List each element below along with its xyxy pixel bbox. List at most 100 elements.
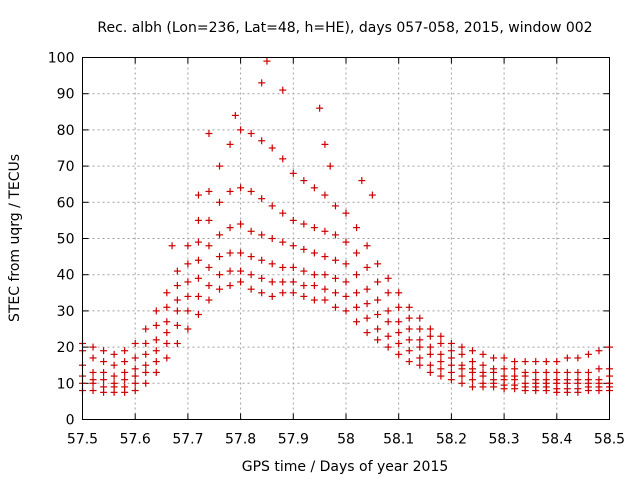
data-point bbox=[300, 177, 308, 185]
data-point bbox=[89, 368, 97, 376]
data-point bbox=[194, 191, 202, 199]
data-point bbox=[310, 184, 318, 192]
data-point bbox=[300, 282, 308, 290]
data-point bbox=[468, 365, 476, 373]
data-point bbox=[205, 242, 213, 250]
data-point bbox=[595, 365, 603, 373]
y-tick-label: 70 bbox=[57, 159, 75, 175]
data-point bbox=[458, 350, 466, 358]
data-point bbox=[163, 339, 171, 347]
data-point bbox=[363, 242, 371, 250]
data-point bbox=[353, 289, 361, 297]
data-point bbox=[468, 358, 476, 366]
data-point bbox=[279, 86, 287, 94]
data-point bbox=[121, 347, 129, 355]
data-point bbox=[384, 343, 392, 351]
data-point bbox=[131, 365, 139, 373]
data-point bbox=[163, 303, 171, 311]
data-point bbox=[437, 332, 445, 340]
data-point bbox=[289, 216, 297, 224]
data-point bbox=[216, 231, 224, 239]
data-point bbox=[358, 177, 366, 185]
data-point bbox=[205, 263, 213, 271]
y-tick-label: 60 bbox=[57, 195, 75, 211]
data-point bbox=[184, 260, 192, 268]
data-point bbox=[416, 354, 424, 362]
data-point bbox=[258, 195, 266, 203]
data-point bbox=[226, 224, 234, 232]
data-point bbox=[374, 311, 382, 319]
data-point bbox=[479, 379, 487, 387]
data-point bbox=[384, 318, 392, 326]
data-point bbox=[279, 289, 287, 297]
data-point bbox=[121, 368, 129, 376]
data-point bbox=[263, 57, 271, 65]
data-point bbox=[110, 379, 118, 387]
data-point bbox=[100, 347, 108, 355]
data-point bbox=[100, 358, 108, 366]
data-point bbox=[500, 365, 508, 373]
data-point bbox=[395, 350, 403, 358]
data-point bbox=[194, 274, 202, 282]
data-point bbox=[279, 155, 287, 163]
data-point bbox=[258, 274, 266, 282]
data-point bbox=[405, 358, 413, 366]
data-point bbox=[205, 130, 213, 138]
data-point bbox=[532, 376, 540, 384]
data-point bbox=[321, 285, 329, 293]
data-point bbox=[353, 249, 361, 257]
data-point bbox=[100, 383, 108, 391]
x-tick-label: 57.9 bbox=[278, 432, 309, 448]
data-point bbox=[468, 347, 476, 355]
data-point bbox=[331, 202, 339, 210]
data-point bbox=[237, 220, 245, 228]
data-point bbox=[584, 376, 592, 384]
data-point bbox=[395, 289, 403, 297]
data-point bbox=[316, 104, 324, 112]
data-point bbox=[142, 339, 150, 347]
data-point bbox=[374, 260, 382, 268]
data-point bbox=[426, 368, 434, 376]
data-point bbox=[89, 387, 97, 395]
data-point bbox=[374, 278, 382, 286]
data-point bbox=[216, 253, 224, 261]
x-tick-label: 57.6 bbox=[120, 432, 151, 448]
data-point bbox=[258, 289, 266, 297]
data-point bbox=[289, 169, 297, 177]
data-point bbox=[342, 209, 350, 217]
data-point bbox=[321, 227, 329, 235]
data-point bbox=[437, 365, 445, 373]
data-point bbox=[110, 361, 118, 369]
data-point bbox=[542, 368, 550, 376]
data-point bbox=[279, 238, 287, 246]
tick-labels: 0 10 20 30 40 50 60 70 80 90 100 57.5 57.6 57.7 57.8 57… bbox=[48, 51, 625, 448]
data-point bbox=[342, 278, 350, 286]
data-point bbox=[426, 361, 434, 369]
data-point bbox=[152, 307, 160, 315]
data-point bbox=[321, 191, 329, 199]
data-point bbox=[237, 126, 245, 134]
x-axis-label: GPS time / Days of year 2015 bbox=[242, 459, 449, 475]
data-point bbox=[258, 256, 266, 264]
data-point bbox=[331, 289, 339, 297]
data-point bbox=[110, 372, 118, 380]
data-point bbox=[374, 325, 382, 333]
data-point bbox=[237, 267, 245, 275]
data-point bbox=[363, 329, 371, 337]
data-point bbox=[152, 347, 160, 355]
data-point bbox=[437, 372, 445, 380]
data-point bbox=[447, 376, 455, 384]
data-point bbox=[363, 314, 371, 322]
data-point bbox=[342, 260, 350, 268]
data-point bbox=[331, 256, 339, 264]
data-point bbox=[458, 343, 466, 351]
data-point bbox=[194, 216, 202, 224]
data-point bbox=[247, 227, 255, 235]
data-point bbox=[532, 368, 540, 376]
data-point bbox=[532, 358, 540, 366]
data-point bbox=[500, 372, 508, 380]
data-point bbox=[563, 376, 571, 384]
x-tick-label: 58 bbox=[337, 432, 355, 448]
data-point bbox=[584, 368, 592, 376]
data-point bbox=[384, 332, 392, 340]
